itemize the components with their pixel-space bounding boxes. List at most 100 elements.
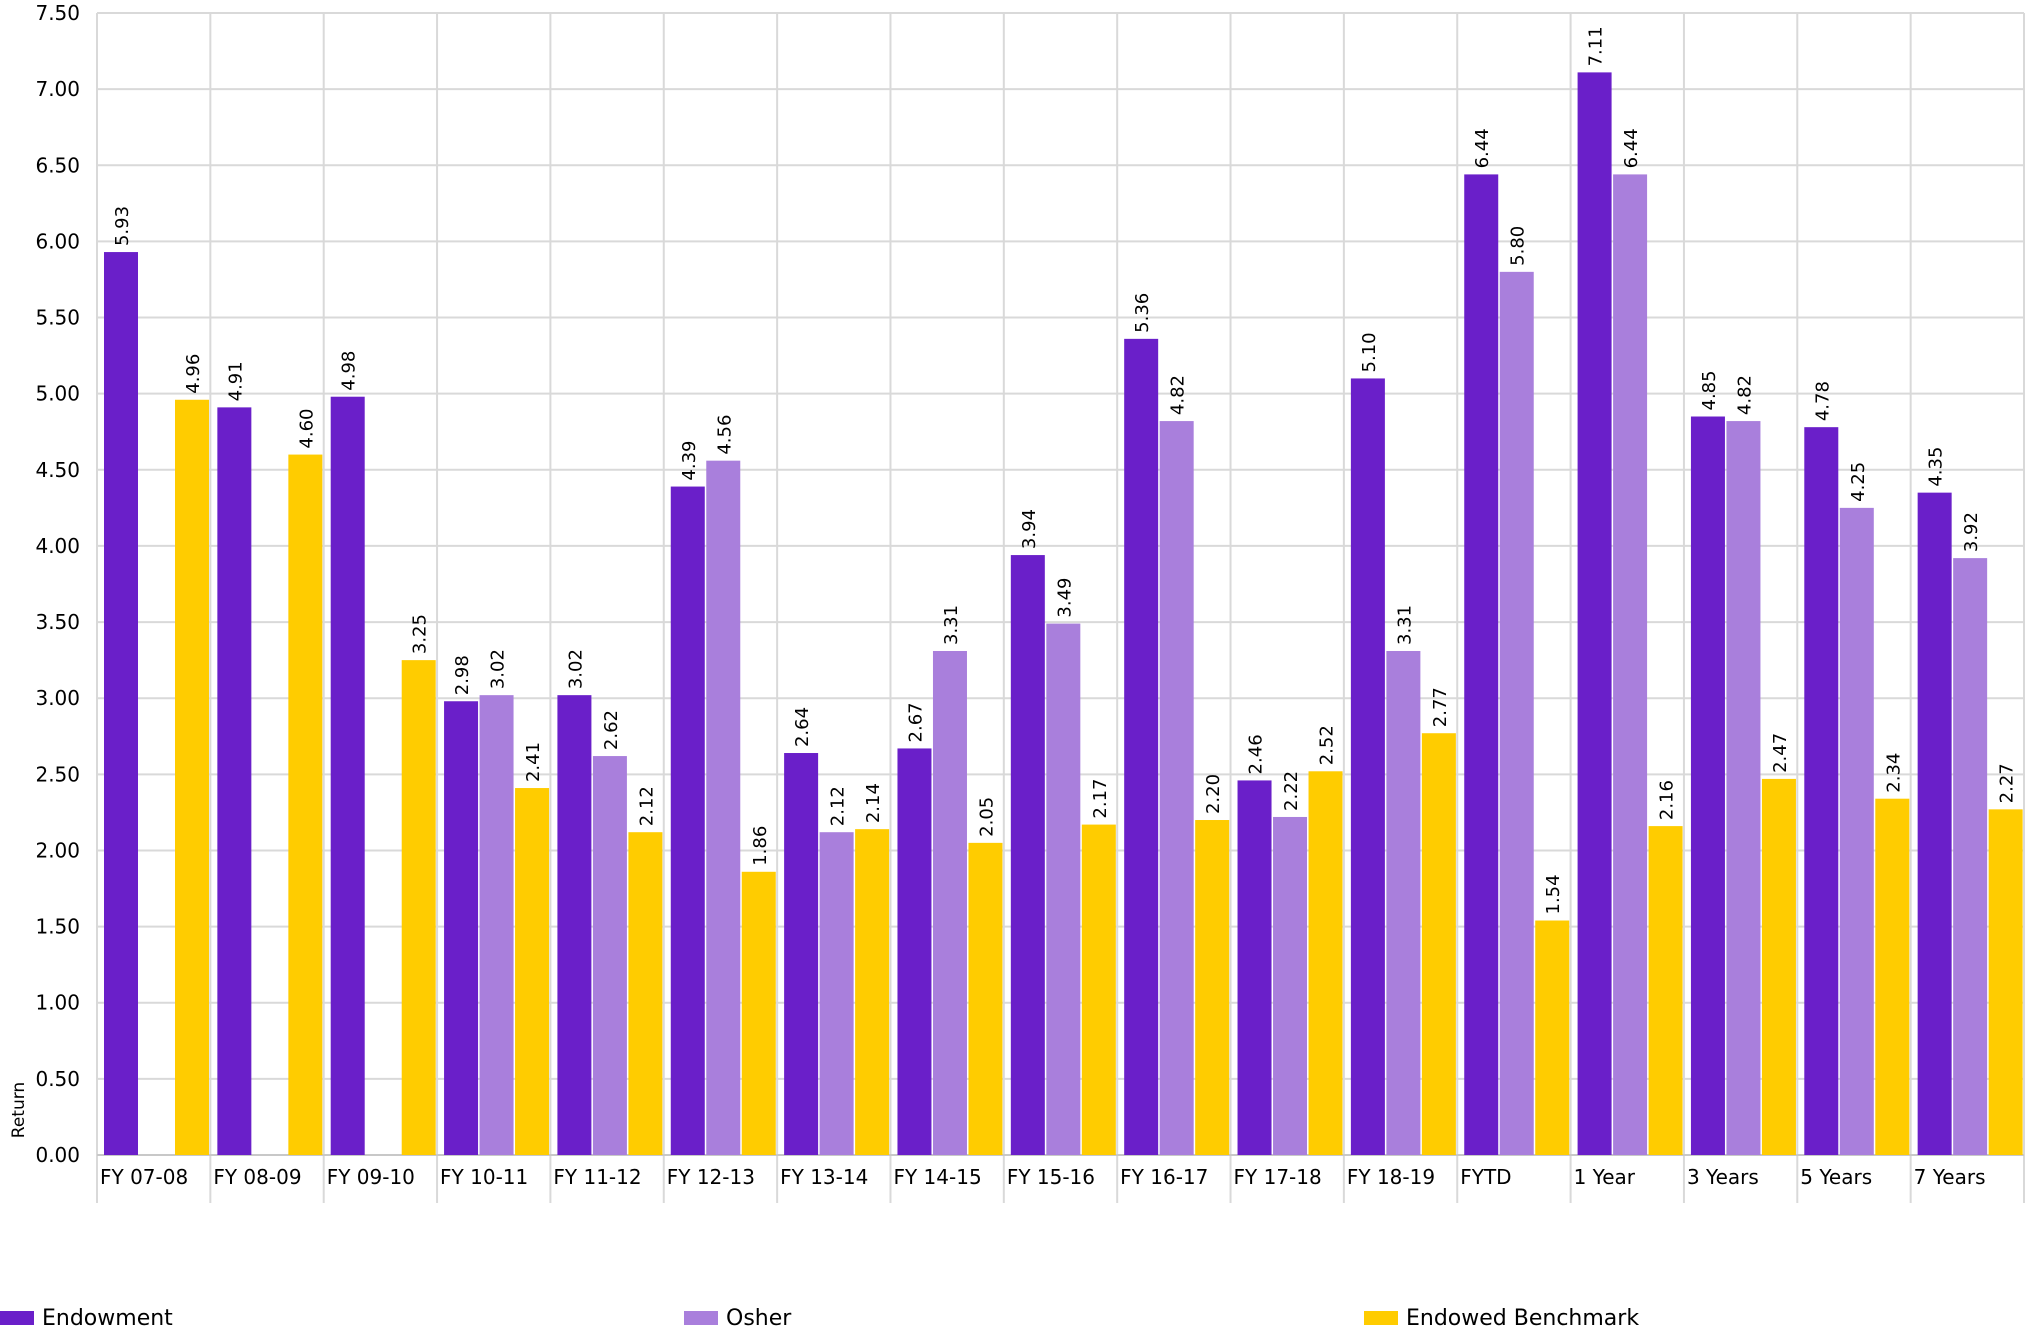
data-label: 4.56 — [714, 415, 735, 455]
x-tick-label: FY 13-14 — [780, 1165, 868, 1189]
data-label: 2.52 — [1317, 725, 1338, 765]
bar — [1124, 338, 1159, 1155]
x-tick-label: FY 12-13 — [667, 1165, 755, 1189]
legend-label: Endowed Benchmark — [1406, 1305, 1640, 1331]
y-tick-label: 5.50 — [35, 306, 80, 330]
data-label: 2.77 — [1430, 687, 1451, 727]
data-label: 3.31 — [941, 605, 962, 645]
legend-item-endowed-benchmark: Endowed Benchmark — [1364, 1305, 1640, 1331]
y-tick-label: 7.50 — [35, 1, 80, 25]
x-tick-label: FY 14-15 — [893, 1165, 981, 1189]
y-tick-label: 6.00 — [35, 229, 80, 253]
data-label: 4.78 — [1812, 381, 1833, 421]
y-tick-label: 0.00 — [35, 1143, 80, 1167]
bar — [1726, 421, 1761, 1155]
x-tick-label: FY 11-12 — [553, 1165, 641, 1189]
bar — [670, 486, 705, 1156]
bar — [784, 753, 819, 1155]
data-label: 1.54 — [1543, 874, 1564, 914]
bar — [932, 650, 967, 1155]
bar — [968, 842, 1003, 1155]
data-labels: 5.93 4.91 4.98 2.98 3.02 4.39 2.64 2.67 3.94 5.36… — [112, 26, 2018, 914]
bar — [1988, 809, 2023, 1155]
y-tick-label: 7.00 — [35, 77, 80, 101]
data-label: 5.80 — [1508, 226, 1529, 266]
y-tick-label: 2.00 — [35, 838, 80, 862]
data-label: 6.44 — [1472, 128, 1493, 168]
x-tick-label: FY 18-19 — [1347, 1165, 1435, 1189]
data-label: 2.16 — [1657, 780, 1678, 820]
y-axis-label: Return — [9, 1082, 29, 1138]
bar — [175, 399, 209, 1155]
data-label: 2.47 — [1770, 733, 1791, 773]
bar — [1839, 507, 1874, 1155]
bar — [706, 460, 741, 1155]
bar-chart: 0.00 0.50 1.00 1.50 2.00 2.50 3.00 3.50 4.00 4.50… — [9, 1, 2025, 1203]
data-label: 7.11 — [1586, 26, 1607, 66]
y-tick-label: 2.50 — [35, 762, 80, 786]
bar — [557, 695, 592, 1155]
bar — [628, 832, 663, 1155]
data-label: 2.17 — [1090, 779, 1111, 819]
bar — [444, 701, 479, 1155]
data-label: 2.27 — [1997, 763, 2018, 803]
data-label: 3.92 — [1961, 512, 1982, 552]
x-tick-label: 3 Years — [1687, 1165, 1759, 1189]
data-label: 4.82 — [1734, 375, 1755, 415]
data-label: 2.22 — [1281, 771, 1302, 811]
data-label: 4.60 — [296, 408, 317, 448]
data-label: 5.36 — [1132, 293, 1153, 333]
y-tick-label: 5.00 — [35, 382, 80, 406]
bar — [1046, 623, 1081, 1155]
bar — [479, 695, 514, 1155]
data-label: 2.05 — [976, 797, 997, 837]
legend-item-endowment: Endowment — [0, 1305, 173, 1331]
data-label: 2.34 — [1883, 753, 1904, 793]
data-label: 2.12 — [828, 786, 849, 826]
x-tick-label: FY 10-11 — [440, 1165, 528, 1189]
data-label: 2.62 — [601, 710, 622, 750]
data-label: 5.93 — [112, 206, 133, 246]
bar — [1237, 780, 1272, 1155]
bar — [1350, 378, 1385, 1155]
x-tick-label: 5 Years — [1800, 1165, 1872, 1189]
data-label: 3.25 — [410, 614, 431, 654]
bar — [741, 871, 776, 1155]
y-tick-label: 4.00 — [35, 534, 80, 558]
bar — [1195, 820, 1230, 1155]
data-label: 2.41 — [523, 742, 544, 782]
bar — [897, 748, 932, 1155]
legend-label: Endowment — [42, 1305, 173, 1331]
x-axis: FY 07-08 FY 08-09 FY 09-10 FY 10-11 FY 11-12… — [100, 1165, 1986, 1189]
bar — [1386, 650, 1421, 1155]
bar — [1690, 416, 1725, 1155]
legend-label: Osher — [726, 1305, 792, 1331]
data-label: 2.64 — [792, 707, 813, 747]
x-tick-label: 1 Year — [1574, 1165, 1636, 1189]
y-tick-label: 4.50 — [35, 458, 80, 482]
bar — [855, 829, 890, 1155]
y-tick-label: 3.50 — [35, 610, 80, 634]
data-label: 2.67 — [905, 702, 926, 742]
bar — [1010, 555, 1045, 1155]
y-tick-label: 1.50 — [35, 915, 80, 939]
bar — [401, 660, 436, 1155]
bars — [104, 72, 2023, 1156]
data-label: 4.98 — [339, 351, 360, 391]
bar — [288, 454, 323, 1155]
data-label: 6.44 — [1621, 128, 1642, 168]
bar — [1535, 920, 1570, 1155]
data-label: 4.91 — [225, 361, 246, 401]
y-tick-label: 1.00 — [35, 991, 80, 1015]
bar — [1613, 174, 1648, 1156]
y-tick-label: 3.00 — [35, 686, 80, 710]
y-tick-label: 6.50 — [35, 153, 80, 177]
bar — [592, 756, 627, 1155]
data-label: 4.85 — [1699, 370, 1720, 410]
data-label: 5.10 — [1359, 332, 1380, 372]
bar — [515, 788, 550, 1155]
legend-swatch — [1364, 1311, 1398, 1325]
legend-swatch — [0, 1311, 34, 1325]
data-label: 2.20 — [1203, 774, 1224, 814]
data-label: 4.82 — [1168, 375, 1189, 415]
